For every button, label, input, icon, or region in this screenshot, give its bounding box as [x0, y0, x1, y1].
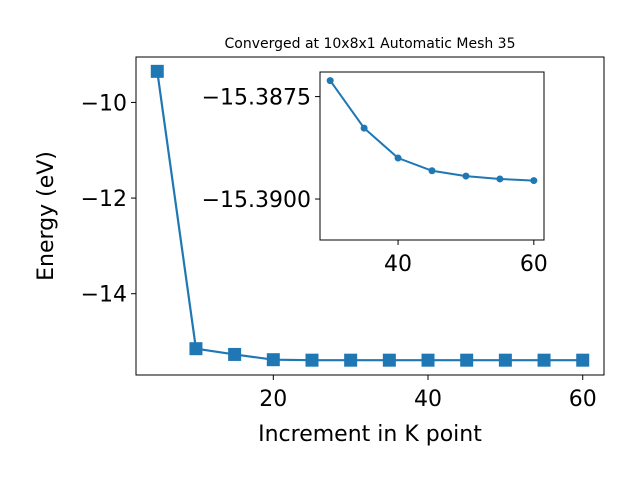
main-data-point	[305, 353, 319, 367]
main-y-tick-label: −10	[81, 91, 127, 116]
main-y-tick-label: −12	[81, 187, 127, 212]
main-data-point	[421, 353, 435, 367]
inset-x-tick-label: 40	[384, 252, 412, 277]
inset-data-point	[360, 124, 368, 132]
inset-data-point	[462, 172, 470, 180]
main-data-point	[576, 353, 590, 367]
main-data-point	[460, 353, 474, 367]
main-plot-frame	[135, 56, 605, 376]
inset-x-tick-label: 60	[520, 252, 548, 277]
inset-y-tick-label: −15.3875	[202, 86, 311, 111]
main-x-tick-label: 60	[569, 387, 597, 412]
main-y-ticks: −10 −12 −14	[81, 91, 136, 308]
chart-title: Converged at 10x8x1 Automatic Mesh 35	[225, 36, 516, 52]
main-data-point	[344, 353, 358, 367]
main-data-point	[266, 353, 280, 367]
main-axes: 20 40 60 −10 −12 −14 Converged at 10x8x1 Aut…	[34, 36, 605, 447]
main-y-tick-label: −14	[81, 283, 127, 308]
y-axis-label: Energy (eV)	[34, 151, 59, 281]
inset-data-point	[394, 154, 402, 162]
inset-y-tick-label: −15.3900	[202, 188, 311, 213]
inset-axes: 40 60 −15.3900 −15.3875	[202, 71, 548, 277]
main-x-tick-label: 20	[259, 387, 287, 412]
main-data-point	[189, 342, 203, 356]
main-x-ticks: 20 40 60	[259, 375, 597, 412]
main-data-point	[382, 353, 396, 367]
main-series	[150, 64, 590, 367]
main-data-point	[150, 64, 164, 78]
inset-data-point	[326, 77, 334, 85]
inset-plot-frame	[319, 71, 545, 241]
inset-data-point	[530, 177, 538, 185]
inset-series	[326, 77, 538, 185]
inset-x-ticks: 40 60	[384, 240, 548, 277]
inset-data-point	[496, 175, 504, 183]
main-data-point	[228, 347, 242, 361]
main-data-point	[537, 353, 551, 367]
inset-y-ticks: −15.3900 −15.3875	[202, 86, 320, 213]
main-data-point	[498, 353, 512, 367]
inset-data-point	[428, 167, 436, 175]
main-x-tick-label: 40	[414, 387, 442, 412]
x-axis-label: Increment in K point	[258, 422, 482, 447]
